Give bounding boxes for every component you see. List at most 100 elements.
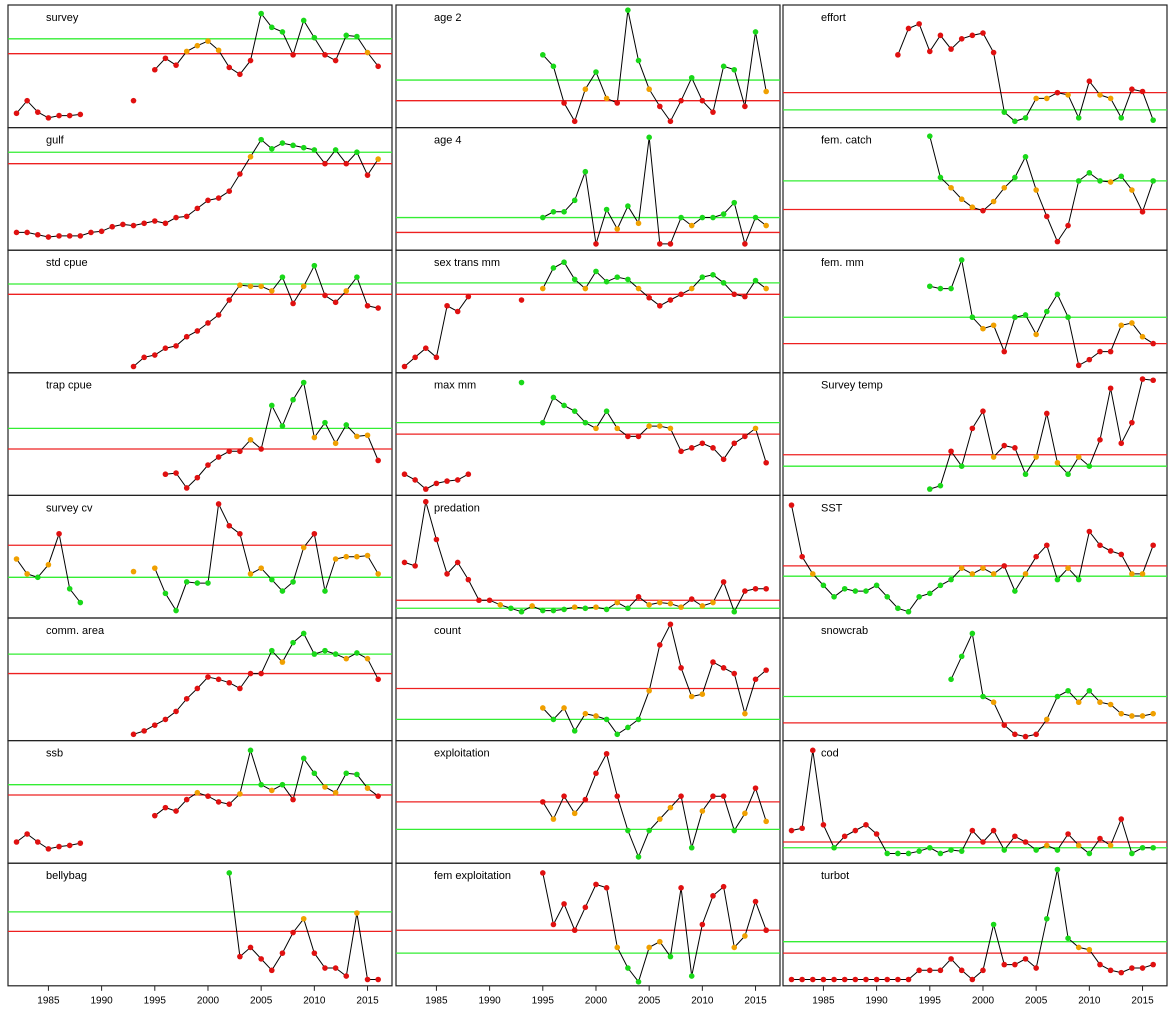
- point: [1086, 528, 1093, 535]
- panel-title: fem. catch: [821, 135, 872, 147]
- point: [1054, 238, 1061, 245]
- point: [614, 599, 621, 606]
- point: [593, 713, 599, 719]
- point: [1139, 209, 1146, 215]
- point: [183, 48, 190, 55]
- point: [151, 218, 158, 224]
- point: [820, 822, 827, 828]
- point: [646, 294, 652, 301]
- point: [884, 850, 891, 857]
- point: [354, 650, 360, 656]
- point: [1001, 442, 1008, 449]
- point: [332, 147, 339, 153]
- point: [852, 827, 859, 834]
- point: [433, 354, 440, 361]
- panel-title: fem. mm: [821, 257, 864, 269]
- point: [300, 755, 307, 762]
- point: [77, 233, 84, 239]
- point: [1097, 835, 1103, 842]
- point: [401, 471, 408, 478]
- point: [635, 979, 642, 985]
- point: [290, 796, 296, 803]
- point: [322, 784, 328, 790]
- point: [1065, 935, 1071, 942]
- point: [1139, 965, 1146, 971]
- point: [1044, 716, 1050, 723]
- point: [937, 174, 944, 181]
- point: [657, 599, 663, 606]
- point: [215, 47, 222, 54]
- point: [720, 793, 727, 799]
- point: [1022, 154, 1029, 160]
- point: [194, 789, 201, 796]
- point: [279, 588, 286, 594]
- point: [1129, 571, 1135, 577]
- point: [151, 812, 158, 819]
- point: [98, 228, 105, 235]
- series-line: [950, 631, 1154, 738]
- point: [343, 553, 350, 560]
- point: [593, 268, 599, 275]
- point: [603, 408, 610, 414]
- point: [486, 597, 493, 604]
- point: [279, 140, 286, 146]
- point: [279, 423, 286, 429]
- point: [173, 607, 179, 614]
- point: [476, 597, 482, 604]
- point: [550, 921, 557, 928]
- point: [667, 425, 674, 432]
- point: [66, 585, 73, 592]
- point: [77, 840, 84, 846]
- point: [1012, 118, 1018, 125]
- point: [205, 197, 211, 204]
- point: [1065, 565, 1071, 571]
- point: [1033, 187, 1039, 193]
- point: [412, 477, 418, 483]
- point: [465, 576, 472, 583]
- point: [752, 277, 759, 284]
- point: [1107, 701, 1114, 708]
- point: [412, 563, 418, 569]
- point: [969, 571, 976, 577]
- point: [109, 223, 116, 230]
- series-line: [929, 258, 1154, 367]
- point: [1075, 454, 1082, 460]
- point: [269, 24, 275, 31]
- point: [710, 659, 716, 665]
- point: [1097, 348, 1103, 355]
- series-line: [404, 501, 767, 613]
- point: [237, 953, 243, 960]
- point: [269, 576, 275, 583]
- point: [332, 57, 339, 64]
- point: [742, 933, 748, 939]
- point: [852, 976, 859, 983]
- point: [539, 705, 546, 711]
- x-tick-label: 2015: [744, 995, 767, 1006]
- point: [1044, 410, 1050, 417]
- point: [247, 57, 254, 64]
- point: [247, 747, 254, 754]
- point: [1033, 331, 1039, 338]
- point: [752, 676, 759, 683]
- point: [215, 676, 222, 683]
- point: [279, 659, 286, 665]
- point: [1129, 965, 1135, 971]
- point: [258, 670, 264, 677]
- point: [1001, 961, 1008, 968]
- panel-title: trap cpue: [46, 380, 92, 392]
- point: [593, 770, 599, 777]
- point: [571, 927, 578, 934]
- point: [354, 274, 360, 280]
- x-tick-label: 1985: [425, 995, 448, 1006]
- point: [162, 345, 169, 351]
- point: [948, 448, 954, 455]
- point: [332, 299, 339, 306]
- panel-title: SST: [821, 502, 843, 514]
- point: [332, 789, 339, 796]
- point: [290, 929, 296, 936]
- point: [657, 423, 663, 429]
- point: [247, 437, 254, 443]
- point: [465, 471, 472, 478]
- point: [678, 97, 684, 104]
- point: [699, 274, 706, 280]
